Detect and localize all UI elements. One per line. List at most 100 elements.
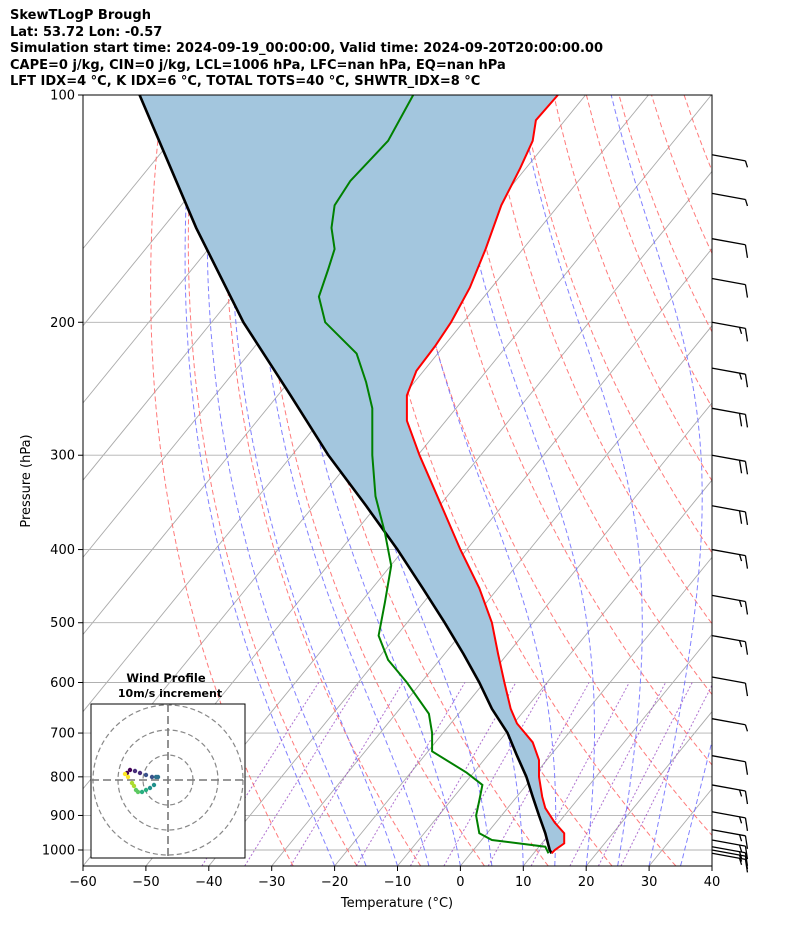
y-tick-label: 700 <box>50 727 75 742</box>
barb-flag <box>744 846 749 860</box>
barb-shaft <box>711 676 746 684</box>
x-tick-label: 20 <box>578 875 595 890</box>
isotherm-line <box>83 95 272 327</box>
barb-flag <box>744 244 749 258</box>
barb-shaft <box>711 192 746 201</box>
barb-shaft <box>711 755 746 763</box>
dry-adiabat <box>423 95 712 766</box>
wind-barb <box>711 238 749 258</box>
hodograph-point <box>139 789 145 795</box>
barb-flag <box>738 858 743 865</box>
barb-flag <box>738 640 743 648</box>
wind-barb <box>711 839 749 860</box>
barb-shaft <box>711 811 746 819</box>
axes: −60 −50 −40 −30 −20 −10 0 10 20 30 40 100 200 300 400 5… <box>42 89 720 891</box>
wind-barb <box>711 849 749 870</box>
dry-adiabat <box>651 95 712 255</box>
hodograph-point <box>143 787 149 793</box>
wind-barb <box>711 407 749 428</box>
y-axis-label: Pressure (hPa) <box>19 434 34 527</box>
mixing-ratio-line <box>620 684 712 866</box>
wind-barb <box>711 784 749 805</box>
mixing-ratio-line <box>244 682 360 866</box>
isotherm-line <box>460 556 712 866</box>
barb-flag <box>738 554 743 562</box>
barb-shaft <box>711 505 746 513</box>
dry-adiabat <box>749 95 794 866</box>
x-tick-label: −40 <box>195 875 222 890</box>
dry-adiabat <box>618 95 712 333</box>
hodograph-point <box>151 782 157 788</box>
hodograph-point <box>155 774 161 780</box>
barb-flag <box>744 555 749 569</box>
barb-flag <box>744 682 749 697</box>
wind-barb <box>711 505 749 525</box>
chart-header: SkewTLogP Brough Lat: 53.72 Lon: -0.57 S… <box>10 8 603 91</box>
hodograph-point <box>133 787 139 793</box>
dry-adiabat <box>553 95 712 482</box>
time-line: Simulation start time: 2024-09-19_00:00:… <box>10 41 603 56</box>
y-tick-label: 100 <box>50 89 75 104</box>
wind-barb <box>711 634 749 655</box>
wind-barb <box>711 594 749 615</box>
isotherm-line <box>648 788 712 866</box>
moist-adiabat <box>184 95 336 866</box>
barb-flag <box>738 327 743 334</box>
x-tick-label: −60 <box>69 875 96 890</box>
barb-flag <box>744 461 749 475</box>
mixing-ratio-line <box>569 682 667 866</box>
hodograph-point <box>125 774 131 780</box>
barb-flag <box>738 851 743 859</box>
wind-barb <box>711 321 749 342</box>
moist-adiabat <box>255 95 430 866</box>
barb-flag <box>744 328 749 342</box>
dry-adiabat <box>455 95 712 696</box>
indices-line-2: LFT IDX=4 °C, K IDX=6 °C, TOTAL TOTS=40 … <box>10 74 481 89</box>
x-axis-label: Temperature (°C) <box>340 896 453 911</box>
wind-barb <box>711 367 749 388</box>
mixing-ratio-line <box>355 682 466 866</box>
barb-flag <box>738 372 743 380</box>
barb-flag <box>738 834 743 842</box>
hodograph-point <box>132 768 138 774</box>
barb-flag <box>738 413 743 427</box>
y-tick-label: 600 <box>50 676 75 691</box>
barb-shaft <box>711 367 746 375</box>
y-tick-label: 1000 <box>42 844 75 859</box>
barb-flag <box>738 789 743 797</box>
isotherm-line <box>145 170 712 866</box>
wind-barb <box>711 676 749 697</box>
dry-adiabat <box>585 95 712 409</box>
isotherm-line <box>522 633 712 866</box>
barb-flag <box>738 510 743 524</box>
parcel-profile-line <box>138 95 553 854</box>
dry-adiabat <box>390 95 712 837</box>
hodograph-point <box>122 771 128 777</box>
dry-adiabat <box>488 95 712 625</box>
y-tick-label: 900 <box>50 809 75 824</box>
isotherm-line <box>334 402 712 866</box>
dewpoint-line <box>317 95 550 854</box>
isotherm-line <box>83 95 209 250</box>
barb-shaft <box>711 277 746 286</box>
x-tick-label: 10 <box>515 875 532 890</box>
barb-shaft <box>711 718 746 726</box>
barb-flag <box>744 199 749 207</box>
wind-profile-inset: Wind Profile 10m/s increment <box>90 671 246 859</box>
barb-flag <box>744 724 749 732</box>
y-tick-label: 500 <box>50 616 75 631</box>
location-line: Lat: 53.72 Lon: -0.57 <box>10 24 163 40</box>
dry-adiabat <box>782 95 794 866</box>
mixing-ratio-line <box>597 682 693 866</box>
hodograph-point <box>129 780 135 786</box>
y-tick-label: 300 <box>50 449 75 464</box>
barb-flag <box>744 790 749 805</box>
wind-barb <box>711 718 749 732</box>
wind-barb <box>711 277 749 298</box>
isotherm-line <box>711 865 712 866</box>
moist-adiabat <box>206 95 367 866</box>
barb-flag <box>738 460 743 474</box>
wind-barbs <box>711 154 749 873</box>
x-tick-label: −30 <box>258 875 285 890</box>
moist-adiabat <box>230 95 398 866</box>
